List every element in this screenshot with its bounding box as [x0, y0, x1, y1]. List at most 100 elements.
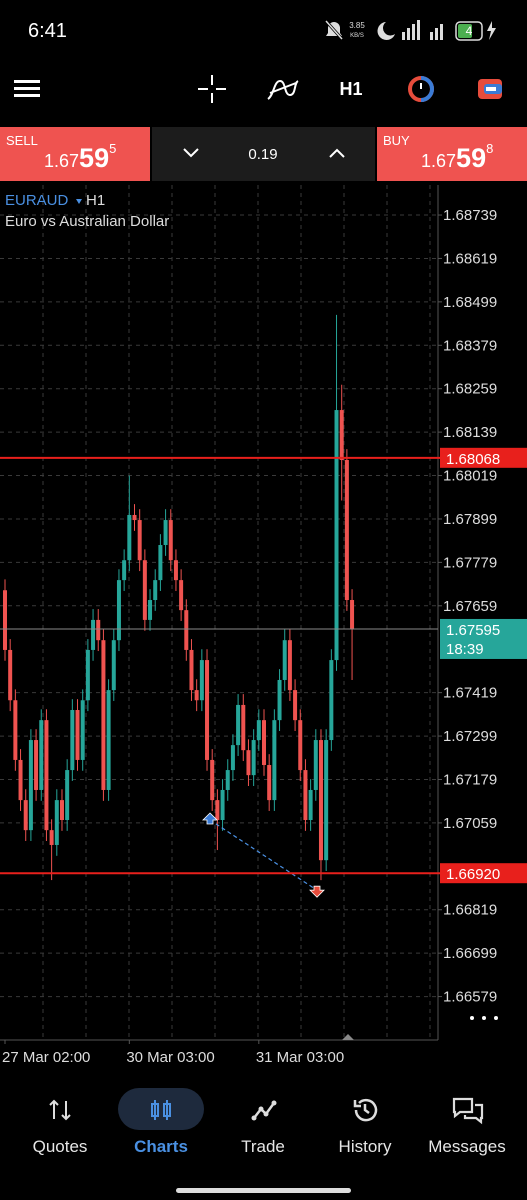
candle-body — [256, 720, 261, 741]
more-button[interactable] — [470, 1016, 498, 1020]
grid — [0, 185, 438, 1040]
candle-body — [303, 770, 308, 821]
symbol-dropdown[interactable] — [76, 199, 82, 204]
candle-body — [179, 580, 184, 611]
y-tick-label: 1.68379 — [443, 337, 497, 354]
battery-level: 4 — [466, 24, 473, 38]
candle-body — [13, 700, 18, 760]
sell-button[interactable]: SELL 1.67595 — [0, 127, 150, 181]
candle-body — [298, 720, 303, 771]
toolbar-icons: H1 — [14, 75, 502, 103]
nav-history[interactable]: History — [315, 1080, 415, 1170]
nav-charts[interactable]: Charts — [111, 1080, 211, 1170]
candle-body — [236, 704, 241, 746]
timeframe-button[interactable]: H1 — [339, 79, 362, 99]
y-tick-label: 1.66579 — [443, 989, 497, 1006]
nav-label: History — [338, 1137, 392, 1156]
candle-body — [44, 720, 49, 831]
plot — [3, 314, 355, 898]
y-tick-label: 1.66699 — [443, 945, 497, 962]
volume-value[interactable]: 0.19 — [248, 146, 277, 163]
y-tick-label: 1.66819 — [443, 902, 497, 919]
current-price-tag — [440, 618, 527, 659]
candle-body — [85, 649, 90, 701]
nav-icon — [353, 1098, 378, 1122]
candle-body — [148, 600, 153, 620]
candle-body — [28, 740, 33, 831]
menu-button[interactable] — [14, 80, 40, 97]
price-pips: 59 — [456, 143, 487, 173]
candle-body — [339, 410, 344, 460]
price-main: 1.67 — [44, 151, 80, 171]
candle-body — [168, 520, 173, 561]
candle-body — [122, 560, 127, 581]
candle-body — [80, 700, 85, 760]
price-fraction: 8 — [486, 141, 494, 156]
x-tick-label: 30 Mar 03:00 — [126, 1049, 214, 1066]
candle-body — [313, 740, 318, 790]
y-tick-label: 1.67059 — [443, 815, 497, 832]
chart: EURAUD H1 Euro vs Australian Dollar 1.68… — [0, 185, 527, 1066]
price-line-label: 1.66920 — [446, 866, 500, 883]
candle-body — [137, 520, 142, 561]
status-icons: 3.85 KB/S 4 — [324, 20, 496, 41]
candle-body — [199, 660, 204, 701]
y-tick-label: 1.67179 — [443, 771, 497, 788]
trade-button[interactable] — [478, 79, 502, 99]
candle-body — [324, 740, 329, 861]
candle-body — [49, 830, 54, 845]
candle-body — [39, 720, 44, 790]
candle-body — [189, 649, 194, 691]
candle-body — [153, 580, 158, 601]
y-tick-label: 1.68499 — [443, 294, 497, 311]
buy-button[interactable]: BUY 1.67598 — [377, 127, 527, 181]
nav-messages[interactable]: Messages — [417, 1080, 517, 1170]
indicators-button[interactable] — [267, 79, 299, 100]
clock: 6:41 — [28, 20, 67, 42]
candle-body — [184, 610, 189, 650]
symbol: EURAUD — [5, 192, 69, 209]
candle-body — [277, 679, 282, 721]
bar-countdown: 18:39 — [446, 641, 484, 658]
candle-body — [293, 690, 298, 721]
candle-body — [215, 800, 220, 821]
nav-quotes[interactable]: Quotes — [10, 1080, 110, 1170]
volume-increase[interactable] — [329, 148, 345, 158]
candle-body — [163, 520, 168, 546]
y-tick-label: 1.67299 — [443, 728, 497, 745]
objects-button[interactable] — [408, 76, 434, 102]
candle-body — [34, 740, 39, 790]
x-tick-label: 31 Mar 03:00 — [256, 1049, 344, 1066]
candle-body — [194, 690, 199, 701]
chart-timeframe: H1 — [86, 192, 105, 209]
nav-trade[interactable]: Trade — [213, 1080, 313, 1170]
candle-body — [272, 720, 277, 801]
candle-body — [59, 800, 64, 821]
volume-arrows: 0.19 — [183, 146, 345, 163]
price-line-tag — [440, 447, 527, 468]
volume-decrease[interactable] — [183, 148, 199, 158]
candle-body — [8, 649, 13, 701]
candle-body — [158, 545, 163, 581]
shift-marker — [342, 1034, 354, 1040]
price-main: 1.67 — [421, 151, 457, 171]
nav-icon — [251, 1100, 277, 1121]
chart-subtitle: Euro vs Australian Dollar — [5, 213, 169, 230]
bottom-nav: Quotes Charts Trade History Messages — [0, 1080, 527, 1193]
candle-body — [282, 640, 287, 680]
candle-body — [225, 770, 230, 790]
current-price-label: 1.67595 — [446, 622, 500, 639]
y-tick-label: 1.67779 — [443, 554, 497, 571]
candle-body — [308, 789, 313, 821]
sell-price: 1.67595 — [44, 141, 116, 174]
candle-body — [241, 704, 246, 751]
nav-active-pill — [118, 1088, 204, 1130]
y-tick-label: 1.68259 — [443, 381, 497, 398]
nav-label: Charts — [134, 1137, 188, 1156]
candle-body — [54, 800, 59, 845]
crosshair-button[interactable] — [198, 75, 226, 103]
candle-body — [267, 765, 272, 801]
candle-body — [106, 690, 111, 790]
candle-body — [111, 640, 116, 691]
